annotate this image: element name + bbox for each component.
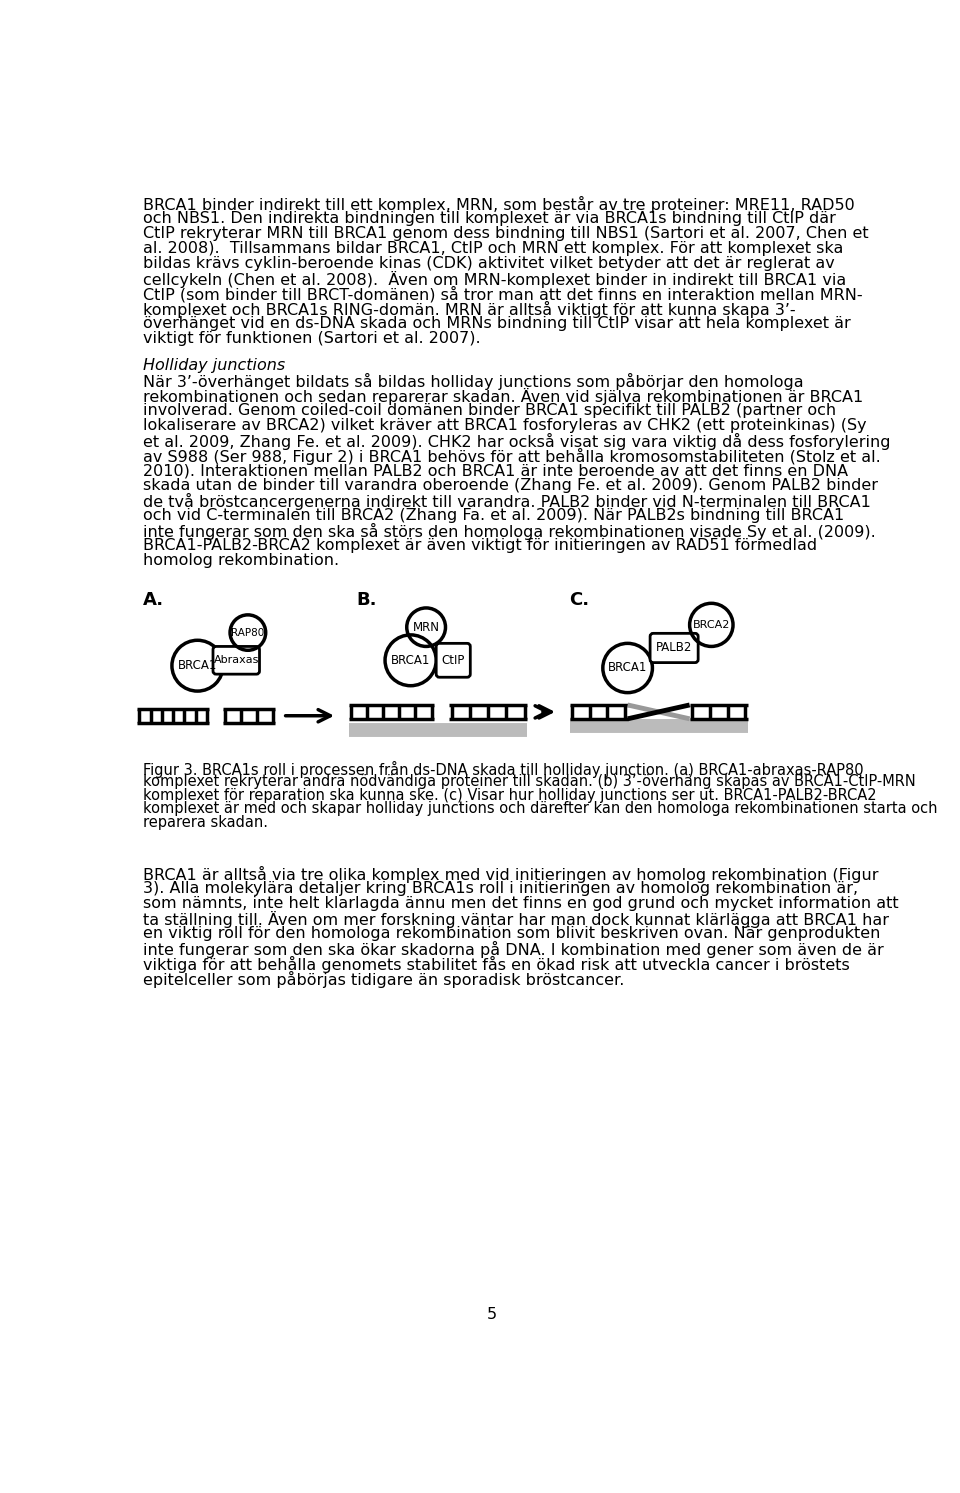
Text: BRCA1-PALB2-BRCA2 komplexet är även viktigt för initieringen av RAD51 förmedlad: BRCA1-PALB2-BRCA2 komplexet är även vikt…: [143, 539, 817, 554]
Text: al. 2008).  Tillsammans bildar BRCA1, CtIP och MRN ett komplex. För att komplexe: al. 2008). Tillsammans bildar BRCA1, CtI…: [143, 242, 844, 257]
Text: viktigt för funktionen (Sartori et al. 2007).: viktigt för funktionen (Sartori et al. 2…: [143, 331, 481, 346]
Text: CtIP (som binder till BRCT-domänen) så tror man att det finns en interaktion mel: CtIP (som binder till BRCT-domänen) så t…: [143, 287, 863, 303]
Text: överhänget vid en ds-DNA skada och MRNs bindning till CtIP visar att hela komple: överhänget vid en ds-DNA skada och MRNs …: [143, 317, 851, 331]
Text: B.: B.: [356, 591, 377, 609]
Text: rekombinationen och sedan reparerar skadan. Även vid själva rekombinationen är B: rekombinationen och sedan reparerar skad…: [143, 388, 863, 405]
Text: BRCA1 binder indirekt till ett komplex, MRN, som består av tre proteiner: MRE11,: BRCA1 binder indirekt till ett komplex, …: [143, 196, 855, 213]
Text: bildas krävs cyklin-beroende kinas (CDK) aktivitet vilket betyder att det är reg: bildas krävs cyklin-beroende kinas (CDK)…: [143, 257, 835, 272]
Text: CtIP: CtIP: [442, 654, 465, 667]
Text: BRCA1: BRCA1: [391, 654, 430, 667]
Text: och vid C-terminalen till BRCA2 (Zhang Fa. et al. 2009). När PALB2s bindning til: och vid C-terminalen till BRCA2 (Zhang F…: [143, 509, 845, 524]
FancyBboxPatch shape: [650, 633, 698, 663]
Text: BRCA1: BRCA1: [178, 660, 217, 672]
Text: reparera skadan.: reparera skadan.: [143, 815, 268, 830]
Text: komplexet för reparation ska kunna ske. (c) Visar hur holliday junctions ser ut.: komplexet för reparation ska kunna ske. …: [143, 788, 876, 803]
Text: 3). Alla molekylära detaljer kring BRCA1s roll i initieringen av homolog rekombi: 3). Alla molekylära detaljer kring BRCA1…: [143, 881, 858, 896]
Text: Holliday junctions: Holliday junctions: [143, 358, 285, 373]
Text: RAP80: RAP80: [231, 627, 265, 638]
Text: skada utan de binder till varandra oberoende (Zhang Fe. et al. 2009). Genom PALB: skada utan de binder till varandra obero…: [143, 478, 878, 493]
Text: komplexet rekryterar andra nödvändiga proteiner till skadan. (b) 3’-överhäng ska: komplexet rekryterar andra nödvändiga pr…: [143, 775, 916, 790]
Text: som nämnts, inte helt klarlagda ännu men det finns en god grund och mycket infor: som nämnts, inte helt klarlagda ännu men…: [143, 896, 899, 911]
Text: BRCA2: BRCA2: [692, 620, 730, 630]
Text: 2010). Interaktionen mellan PALB2 och BRCA1 är inte beroende av att det finns en: 2010). Interaktionen mellan PALB2 och BR…: [143, 463, 849, 478]
Text: ta ställning till. Även om mer forskning väntar har man dock kunnat klärlägga at: ta ställning till. Även om mer forskning…: [143, 911, 889, 927]
Text: de två bröstcancergenerna indirekt till varandra. PALB2 binder vid N-terminalen : de två bröstcancergenerna indirekt till …: [143, 493, 871, 511]
Text: lokaliserare av BRCA2) vilket kräver att BRCA1 fosforyleras av CHK2 (ett protein: lokaliserare av BRCA2) vilket kräver att…: [143, 418, 867, 433]
Text: och NBS1. Den indirekta bindningen till komplexet är via BRCA1s bindning till Ct: och NBS1. Den indirekta bindningen till …: [143, 211, 836, 225]
Text: 5: 5: [487, 1308, 497, 1323]
Text: epitelceller som påbörjas tidigare än sporadisk bröstcancer.: epitelceller som påbörjas tidigare än sp…: [143, 970, 625, 988]
Text: BRCA1: BRCA1: [608, 661, 647, 675]
Text: cellcykeln (Chen et al. 2008).  Även om MRN-komplexet binder in indirekt till BR: cellcykeln (Chen et al. 2008). Även om M…: [143, 272, 847, 288]
Text: CtIP rekryterar MRN till BRCA1 genom dess bindning till NBS1 (Sartori et al. 200: CtIP rekryterar MRN till BRCA1 genom des…: [143, 225, 869, 242]
Text: Figur 3. BRCA1s roll i processen från ds-DNA skada till holliday junction. (a) B: Figur 3. BRCA1s roll i processen från ds…: [143, 761, 864, 778]
Text: BRCA1 är alltså via tre olika komplex med vid initieringen av homolog rekombinat: BRCA1 är alltså via tre olika komplex me…: [143, 866, 878, 882]
Text: involverad. Genom coiled-coil domänen binder BRCA1 specifikt till PALB2 (partner: involverad. Genom coiled-coil domänen bi…: [143, 403, 836, 418]
Text: C.: C.: [569, 591, 589, 609]
Text: komplexet är med och skapar holliday junctions och därefter kan den homologa rek: komplexet är med och skapar holliday jun…: [143, 802, 938, 817]
Text: en viktig roll för den homologa rekombination som blivit beskriven ovan. När gen: en viktig roll för den homologa rekombin…: [143, 926, 880, 941]
Text: PALB2: PALB2: [656, 642, 692, 654]
Text: homolog rekombination.: homolog rekombination.: [143, 554, 340, 569]
Text: Abraxas: Abraxas: [213, 655, 259, 666]
Text: inte fungerar som den ska så störs den homologa rekombinationen visade Sy et al.: inte fungerar som den ska så störs den h…: [143, 524, 876, 540]
FancyBboxPatch shape: [436, 643, 470, 678]
FancyBboxPatch shape: [213, 646, 259, 675]
Text: komplexet och BRCA1s RING-domän. MRN är alltså viktigt för att kunna skapa 3’-: komplexet och BRCA1s RING-domän. MRN är …: [143, 302, 796, 318]
Text: A.: A.: [143, 591, 164, 609]
Text: MRN: MRN: [413, 621, 440, 633]
Text: viktiga för att behålla genomets stabilitet fås en ökad risk att utveckla cancer: viktiga för att behålla genomets stabili…: [143, 956, 850, 973]
Text: et al. 2009, Zhang Fe. et al. 2009). CHK2 har också visat sig vara viktig då des: et al. 2009, Zhang Fe. et al. 2009). CHK…: [143, 433, 891, 451]
Text: av S988 (Ser 988, Figur 2) i BRCA1 behövs för att behålla kromosomstabiliteten (: av S988 (Ser 988, Figur 2) i BRCA1 behöv…: [143, 448, 881, 466]
Text: När 3’-överhänget bildats så bildas holliday junctions som påbörjar den homologa: När 3’-överhänget bildats så bildas holl…: [143, 373, 804, 390]
Text: inte fungerar som den ska ökar skadorna på DNA. I kombination med gener som även: inte fungerar som den ska ökar skadorna …: [143, 941, 884, 957]
